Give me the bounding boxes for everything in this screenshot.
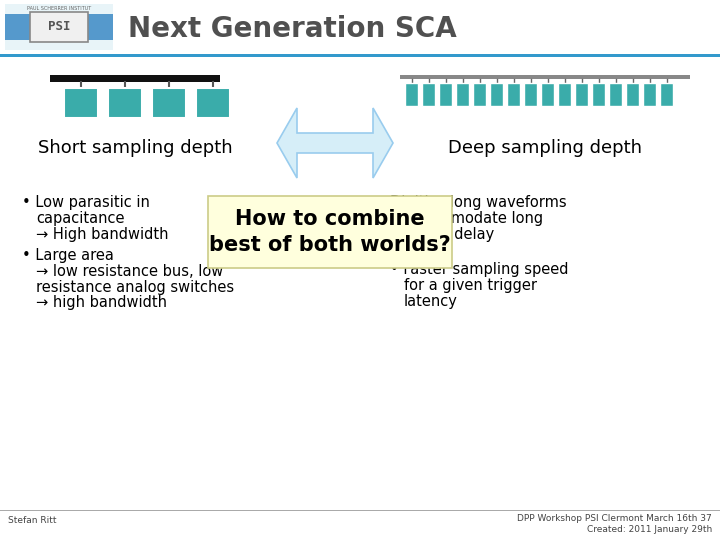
Bar (643, 83, 656, 106)
Bar (50, 75, 220, 82)
Bar (626, 83, 639, 106)
Text: DPP Workshop PSI Clermont March 16th 37
Created: 2011 January 29th: DPP Workshop PSI Clermont March 16th 37 … (517, 514, 712, 534)
Bar (64, 88, 98, 118)
Bar (88, 14, 113, 40)
Bar (108, 88, 142, 118)
Text: • Faster sampling speed: • Faster sampling speed (390, 262, 569, 277)
Bar (0, 510, 720, 511)
Bar (196, 88, 230, 118)
Bar (456, 83, 469, 106)
Text: Digitize long waveforms: Digitize long waveforms (390, 195, 567, 210)
Text: capacitance: capacitance (36, 211, 125, 226)
Bar (507, 83, 520, 106)
Text: Short sampling depth: Short sampling depth (37, 139, 233, 157)
Text: → High bandwidth: → High bandwidth (36, 226, 168, 241)
FancyBboxPatch shape (5, 4, 113, 50)
Text: → low resistance bus, low: → low resistance bus, low (36, 264, 223, 279)
Bar (558, 83, 571, 106)
Bar (660, 83, 673, 106)
Text: Stefan Ritt: Stefan Ritt (8, 516, 56, 525)
Bar (473, 83, 486, 106)
Bar (541, 83, 554, 106)
Text: trigger delay: trigger delay (400, 226, 494, 241)
Text: • Large area: • Large area (22, 248, 114, 263)
Text: Deep sampling depth: Deep sampling depth (448, 139, 642, 157)
Text: PAUL SCHERRER INSTITUT: PAUL SCHERRER INSTITUT (27, 6, 91, 11)
Bar (0, 54, 720, 57)
Bar (490, 83, 503, 106)
Bar (439, 83, 452, 106)
Bar (152, 88, 186, 118)
Text: for a given trigger: for a given trigger (404, 278, 537, 293)
Bar (400, 75, 690, 79)
FancyBboxPatch shape (30, 12, 88, 42)
Polygon shape (277, 108, 393, 178)
Text: resistance analog switches: resistance analog switches (36, 280, 234, 295)
Bar (405, 83, 418, 106)
Bar (422, 83, 435, 106)
Bar (592, 83, 605, 106)
Bar (609, 83, 622, 106)
Text: → accomodate long: → accomodate long (400, 211, 543, 226)
Text: How to combine
best of both worlds?: How to combine best of both worlds? (209, 209, 451, 255)
Bar (524, 83, 537, 106)
Text: • Low parasitic in: • Low parasitic in (22, 195, 150, 210)
FancyBboxPatch shape (208, 196, 452, 268)
Text: Next Generation SCA: Next Generation SCA (128, 15, 456, 43)
Text: → high bandwidth: → high bandwidth (36, 295, 167, 310)
Text: latency: latency (404, 294, 458, 309)
Bar (575, 83, 588, 106)
Text: PSI: PSI (48, 21, 71, 33)
Bar (5, 14, 30, 40)
